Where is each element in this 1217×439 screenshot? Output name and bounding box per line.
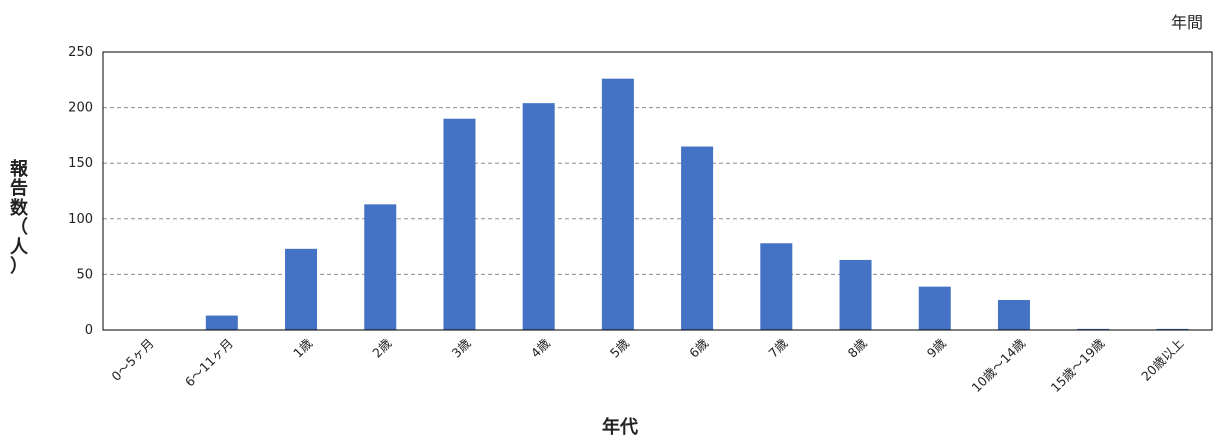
bar [681,146,714,330]
bar [285,248,318,330]
bar [839,259,872,330]
x-tick-label: 8歳 [845,335,870,360]
bar [364,204,397,330]
bar [760,243,793,330]
x-tick-label: 10歳～14歳 [968,335,1028,395]
y-tick-label: 0 [85,323,93,338]
x-tick-label: 4歳 [528,335,553,360]
x-tick-label: 15歳～19歳 [1048,335,1108,395]
y-axis-title-char: 報 [10,159,28,180]
y-tick-label: 150 [68,156,93,171]
x-tick-label: 6歳 [686,335,711,360]
x-tick-label: 0～5ヶ月 [108,336,156,384]
bar [205,315,238,330]
plot-frame [102,51,1213,331]
x-tick-label: 7歳 [765,335,790,360]
y-axis-title-char: （ [10,217,28,239]
x-tick-label: 2歳 [369,335,394,360]
bar [918,286,951,330]
y-tick-label: 250 [68,45,93,60]
y-axis-title-char: 告 [10,178,28,200]
bar [1077,328,1110,330]
bar [522,103,555,330]
period-label: 年間 [1170,13,1203,32]
x-tick-label: 5歳 [607,335,632,360]
x-axis-title: 年代 [602,417,638,438]
x-tick-label: 3歳 [449,335,474,360]
y-axis-title-char: 人 [10,236,28,258]
y-tick-label: 200 [68,101,93,116]
bar [601,78,634,330]
y-axis-title-char: ） [10,256,28,278]
x-tick-label: 20歳以上 [1138,336,1186,384]
y-tick-label: 50 [76,267,93,282]
bar [1156,328,1189,330]
x-tick-label: 9歳 [924,335,949,360]
x-tick-label: 6～11ヶ月 [182,336,236,390]
x-tick-label: 1歳 [290,335,315,360]
y-axis-title-char: 数 [10,197,28,219]
y-tick-label: 100 [68,212,93,227]
y-axis-title: 報 告 数 （ 人 ） [6,160,32,277]
bar [997,299,1030,330]
bar [443,118,476,330]
